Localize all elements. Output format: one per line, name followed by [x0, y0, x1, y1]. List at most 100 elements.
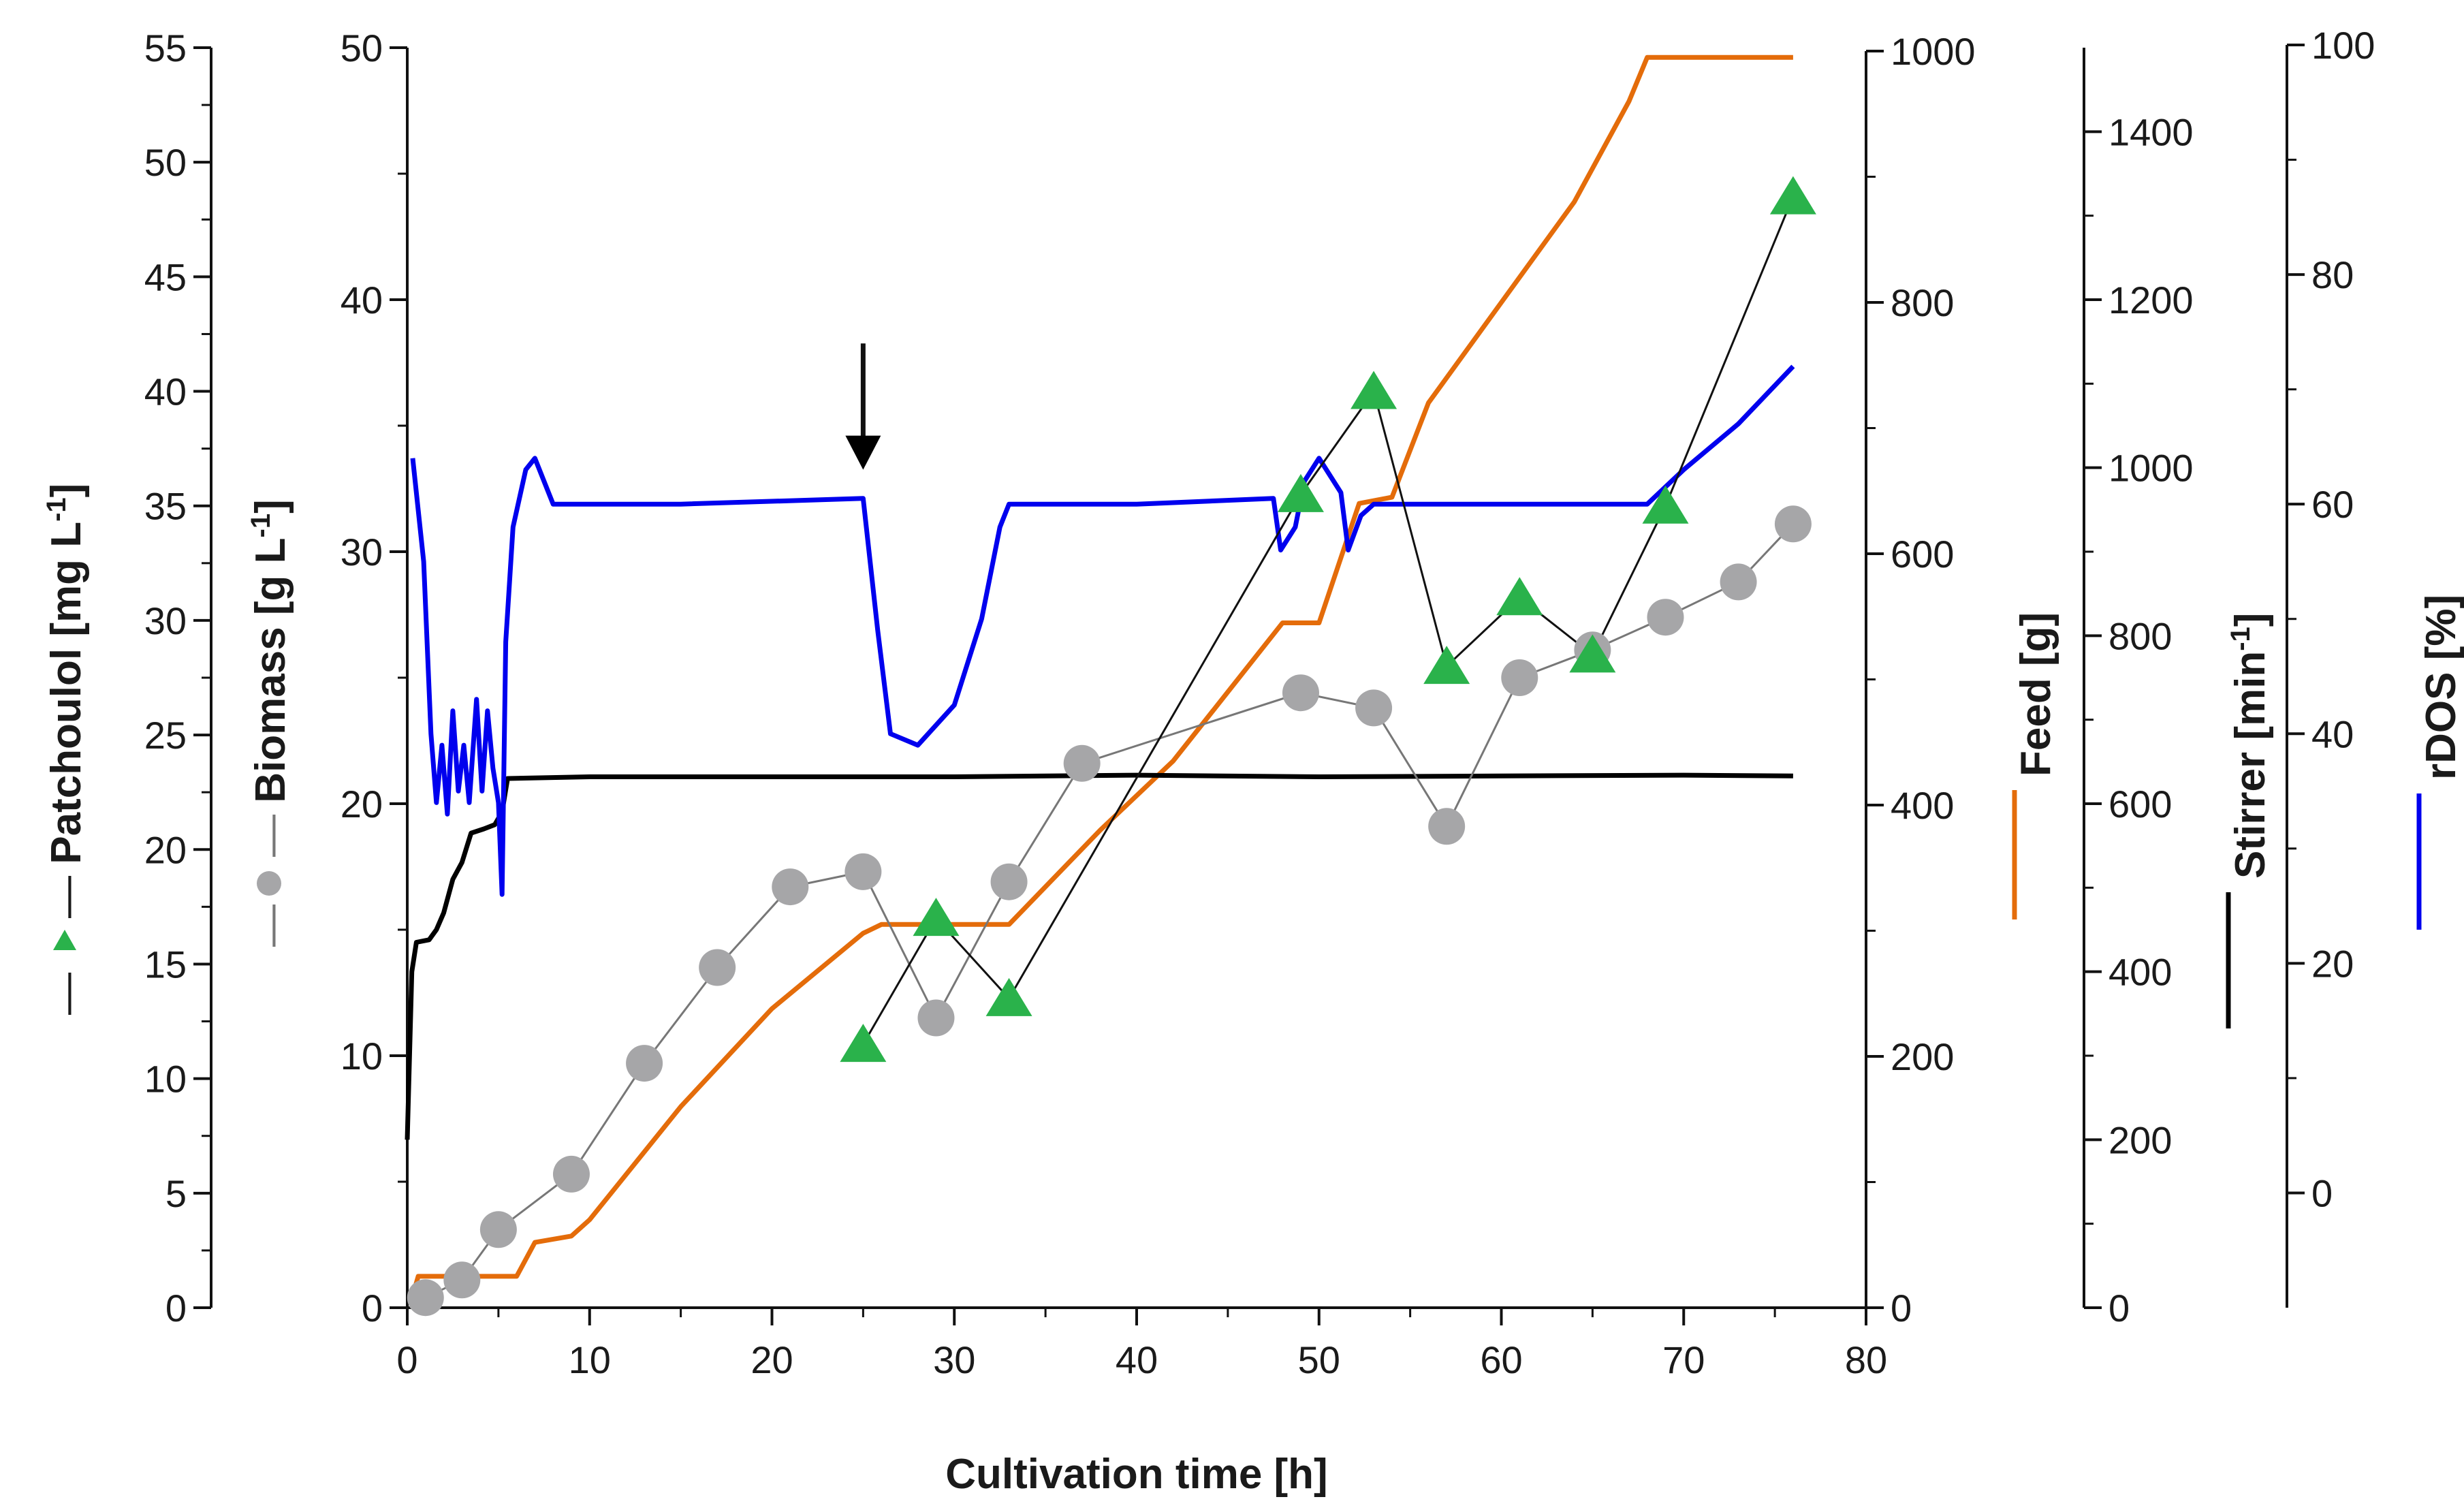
stirrer-tick-label: 400 — [2108, 951, 2172, 994]
rdos-tick-label: 80 — [2311, 253, 2354, 296]
patchoulol-tick-label: 15 — [144, 943, 187, 986]
patchoulol-axis-title-part: -1 — [42, 497, 72, 522]
patchoulol-axis-title: — — Patchoulol [mg L-1] — [42, 484, 90, 1015]
x-tick-label: 10 — [569, 1338, 611, 1381]
biomass-tick-label: 10 — [341, 1035, 383, 1078]
patchoulol-tick-label: 0 — [165, 1287, 187, 1330]
patchoulol-point — [840, 1024, 887, 1063]
patchoulol-tick-label: 30 — [144, 599, 187, 642]
x-tick-label: 60 — [1480, 1338, 1522, 1381]
patchoulol-tick-label: 5 — [165, 1172, 187, 1215]
patchoulol-tick-label: 20 — [144, 828, 187, 871]
biomass-point — [1647, 599, 1684, 636]
rdos-axis-title-text: rDOS [%] — [2418, 595, 2464, 780]
biomass-tick-label: 40 — [341, 279, 383, 321]
patchoulol-point — [1277, 473, 1324, 512]
patchoulol-series-line — [862, 196, 1795, 1045]
x-tick-label: 80 — [1845, 1338, 1887, 1381]
rdos-tick-label: 40 — [2311, 712, 2354, 755]
feed-tick-label: 1000 — [1891, 30, 1976, 73]
feed-tick-label: 600 — [1891, 533, 1954, 576]
biomass-point — [407, 1279, 444, 1317]
patchoulol-point — [1642, 485, 1689, 524]
stirrer-tick-label: 1200 — [2108, 279, 2194, 321]
stirrer-tick-label: 200 — [2108, 1118, 2172, 1161]
rdos-axis-title: rDOS [%] — [2418, 595, 2464, 780]
biomass-point — [1428, 808, 1466, 845]
feed-series-line — [409, 54, 1793, 1302]
biomass-axis-title: — — Biomass [g L-1] — [246, 499, 294, 947]
axes-layer: 0510152025303540455055010203040500200400… — [144, 24, 2375, 1381]
patchoulol-tick-label: 55 — [144, 27, 187, 69]
stirrer-series-line — [405, 772, 1793, 1140]
biomass-point — [443, 1261, 481, 1299]
patchoulol-legend-line: — — [43, 973, 90, 1015]
biomass-legend-line: — — [247, 905, 294, 947]
patchoulol-point — [1569, 634, 1616, 673]
biomass-point — [1501, 659, 1538, 696]
rdos-axis-title-part: rDOS [%] — [2418, 595, 2464, 780]
patchoulol-point — [985, 977, 1032, 1016]
arrow-head — [845, 435, 881, 470]
biomass-axis-title-text: — — Biomass [g L-1] — [246, 499, 294, 947]
biomass-axis-title-part: Biomass [g L — [247, 537, 294, 815]
biomass-tick-label: 0 — [362, 1287, 383, 1330]
x-tick-label: 0 — [396, 1338, 417, 1381]
biomass-point — [917, 999, 955, 1037]
patchoulol-point — [1496, 577, 1543, 616]
patchoulol-axis-title-part: Patchoulol [mg L — [43, 522, 90, 876]
feed-axis-title-part: Feed [g] — [2012, 612, 2059, 776]
biomass-point — [552, 1155, 590, 1193]
biomass-point — [1282, 674, 1319, 712]
patchoulol-tick-label: 45 — [144, 255, 187, 298]
stirrer-axis-title-part: Stirrer [min — [2227, 651, 2274, 879]
stirrer-tick-label: 1400 — [2108, 110, 2194, 153]
feed-tick-label: 400 — [1891, 784, 1954, 827]
biomass-legend-circle — [257, 871, 281, 896]
series-layer — [405, 54, 1795, 1302]
patchoulol-point — [913, 898, 960, 937]
feed-axis-title-text: Feed [g] — [2012, 612, 2059, 776]
rdos-tick-label: 0 — [2311, 1171, 2333, 1214]
patchoulol-tick-label: 25 — [144, 714, 187, 757]
stirrer-tick-label: 0 — [2108, 1287, 2130, 1330]
x-tick-label: 20 — [751, 1338, 793, 1381]
patchoulol-point — [1769, 176, 1816, 215]
biomass-point — [1774, 505, 1812, 543]
stirrer-axis-title: Stirrer [min-1] — [2226, 613, 2274, 879]
rdos-tick-label: 100 — [2311, 24, 2375, 67]
biomass-point — [699, 949, 736, 986]
biomass-point — [479, 1211, 517, 1248]
feed-tick-label: 0 — [1891, 1287, 1912, 1330]
patchoulol-tick-label: 35 — [144, 485, 187, 528]
x-tick-label: 70 — [1662, 1338, 1705, 1381]
rdos-tick-label: 20 — [2311, 942, 2354, 985]
stirrer-axis-title-text: Stirrer [min-1] — [2226, 613, 2274, 879]
stirrer-axis-title-part: -1 — [2226, 627, 2256, 651]
stirrer-tick-label: 600 — [2108, 783, 2172, 825]
patchoulol-tick-label: 10 — [144, 1058, 187, 1101]
annotation-layer — [845, 343, 881, 470]
rdos-series-line — [410, 364, 1795, 897]
feed-tick-label: 200 — [1891, 1035, 1954, 1078]
biomass-point — [772, 868, 809, 906]
biomass-point — [626, 1045, 663, 1082]
stirrer-tick-label: 1000 — [2108, 447, 2194, 490]
biomass-tick-label: 30 — [341, 531, 383, 573]
patchoulol-point — [1351, 371, 1397, 409]
patchoulol-axis-title-text: — — Patchoulol [mg L-1] — [42, 484, 90, 1015]
biomass-point — [844, 853, 882, 890]
patchoulol-legend-triangle — [53, 930, 76, 950]
biomass-tick-label: 50 — [341, 27, 383, 69]
title-layer: Cultivation time [h]—— Patchoulol [mg L-… — [42, 484, 2464, 1498]
biomass-legend-gap: — — [247, 815, 294, 857]
patchoulol-tick-label: 40 — [144, 371, 187, 413]
patchoulol-axis-title-part: ] — [43, 484, 90, 498]
biomass-point — [1063, 744, 1101, 782]
x-tick-label: 30 — [933, 1338, 975, 1381]
patchoulol-tick-label: 50 — [144, 141, 187, 184]
x-axis-title: Cultivation time [h] — [945, 1451, 1327, 1498]
biomass-axis-title-part: -1 — [246, 514, 276, 538]
x-tick-label: 40 — [1116, 1338, 1158, 1381]
